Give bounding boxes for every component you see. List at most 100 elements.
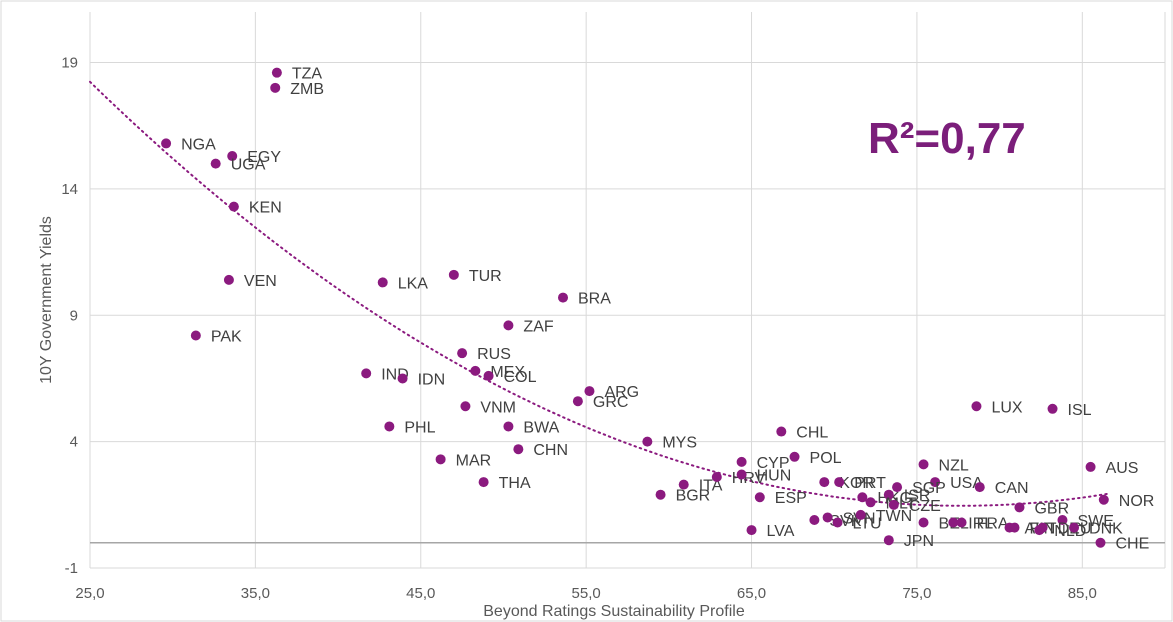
data-point-ven [223, 274, 234, 285]
data-point-ken [228, 201, 239, 212]
data-point-svk [809, 514, 820, 525]
data-point-egy [227, 151, 238, 162]
data-point-prt [834, 477, 845, 488]
data-point-bgr [655, 489, 666, 500]
data-point-mlt [865, 497, 876, 508]
point-label-tur: TUR [469, 268, 502, 285]
point-label-twn: TWN [876, 508, 912, 525]
x-tick-label: 45,0 [406, 585, 435, 602]
data-point-arg [584, 386, 595, 397]
data-point-grc [572, 396, 583, 407]
x-tick-label: 35,0 [241, 585, 270, 602]
data-point-che [1095, 537, 1106, 548]
data-point-isl [1047, 403, 1058, 414]
point-label-nga: NGA [181, 136, 216, 153]
point-label-bwa: BWA [523, 419, 559, 436]
data-point-isr [883, 489, 894, 500]
data-point-bwa [503, 421, 514, 432]
x-tick-label: 85,0 [1068, 585, 1097, 602]
data-point-lva [746, 525, 757, 536]
data-point-twn [855, 509, 866, 520]
data-point-tza [271, 67, 282, 78]
data-point-mar [435, 454, 446, 465]
data-point-uga [210, 158, 221, 169]
point-label-prt: PRT [854, 475, 886, 492]
point-label-rus: RUS [477, 346, 511, 363]
data-point-jpn [883, 535, 894, 546]
point-label-egy: EGY [247, 149, 281, 166]
data-point-hkg [857, 492, 868, 503]
data-point-swe [1057, 514, 1068, 525]
point-label-gbr: GBR [1034, 500, 1069, 517]
point-label-mar: MAR [456, 452, 492, 469]
y-tick-label: 19 [61, 55, 78, 72]
data-point-ltu [832, 517, 843, 528]
data-point-chn [513, 444, 524, 455]
point-label-irl: IRL [968, 516, 993, 533]
data-point-kor [819, 477, 830, 488]
data-point-pol [789, 451, 800, 462]
point-label-zmb: ZMB [290, 81, 324, 98]
y-tick-label: 9 [70, 307, 78, 324]
data-point-vnm [460, 401, 471, 412]
data-point-dnk [1069, 522, 1080, 533]
y-tick-label: -1 [65, 560, 78, 577]
data-point-mys [642, 436, 653, 447]
data-point-nga [161, 138, 172, 149]
point-label-zaf: ZAF [523, 318, 553, 335]
point-label-fra: FRA [977, 516, 1009, 533]
point-label-arg: ARG [604, 384, 639, 401]
point-label-bra: BRA [578, 291, 611, 308]
point-label-col: COL [504, 369, 537, 386]
data-point-nzl [918, 459, 929, 470]
data-point-irl [948, 517, 959, 528]
point-label-mex: MEX [490, 364, 525, 381]
data-point-aus [1085, 461, 1096, 472]
point-label-sgp: SGP [912, 480, 946, 497]
data-point-tha [478, 477, 489, 488]
data-point-can [974, 482, 985, 493]
point-label-swe: SWE [1077, 513, 1113, 530]
data-point-rus [457, 348, 468, 359]
point-label-cze: CZE [909, 498, 941, 515]
point-label-esp: ESP [775, 490, 807, 507]
r-squared-annotation: R²=0,77 [868, 114, 1026, 163]
y-axis-title: 10Y Government Yields [38, 216, 55, 384]
point-label-pak: PAK [211, 328, 242, 345]
point-label-lka: LKA [398, 275, 429, 292]
data-point-idn [397, 373, 408, 384]
data-point-fra [956, 517, 967, 528]
point-label-kor: KOR [839, 475, 874, 492]
point-label-vnm: VNM [480, 399, 516, 416]
axes: 25,0 35,0 45,0 55,0 65,0 75,0 85,0 -1 4 9 14 19 [61, 55, 1165, 602]
point-label-aus: AUS [1106, 460, 1139, 477]
trendline [89, 80, 1109, 507]
data-point-sgp [892, 482, 903, 493]
data-point-hun [736, 469, 747, 480]
point-label-nor: NOR [1119, 493, 1155, 510]
gridlines [89, 12, 1166, 569]
y-tick-label: 4 [70, 434, 78, 451]
data-point-bel [918, 517, 929, 528]
data-point-deu [1037, 522, 1048, 533]
data-point-chl [776, 426, 787, 437]
point-label-bgr: BGR [676, 488, 711, 505]
data-point-zmb [270, 82, 281, 93]
x-tick-label: 55,0 [572, 585, 601, 602]
data-point-zaf [503, 320, 514, 331]
point-label-isr: ISR [904, 488, 931, 505]
point-label-jpn: JPN [904, 533, 934, 550]
data-point-pak [190, 330, 201, 341]
point-label-ven: VEN [244, 273, 277, 290]
x-tick-label: 75,0 [902, 585, 931, 602]
y-tick-label: 14 [61, 181, 78, 198]
point-label-dnk: DNK [1089, 521, 1123, 538]
point-label-idn: IDN [418, 371, 446, 388]
data-point-bra [558, 292, 568, 303]
x-tick-label: 25,0 [75, 585, 104, 602]
point-label-lva: LVA [767, 523, 795, 540]
data-point-fin [1009, 522, 1020, 533]
point-label-tha: THA [499, 475, 531, 492]
data-point-svn [822, 512, 833, 523]
